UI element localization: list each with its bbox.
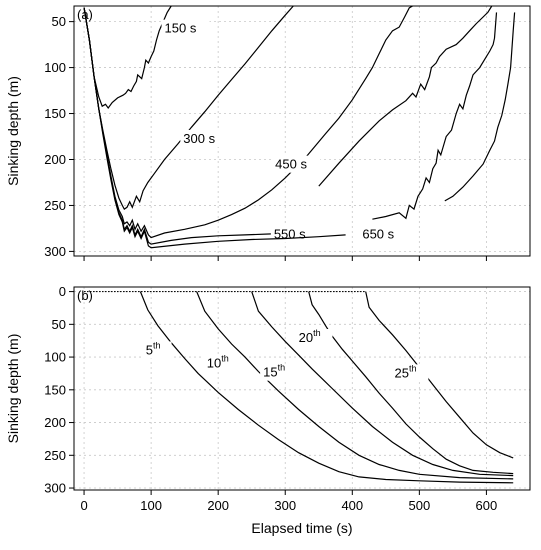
x-tick-label: 600 (476, 498, 498, 513)
y-tick-label: 300 (44, 244, 66, 259)
series-line (83, 7, 346, 249)
series-line (251, 291, 514, 477)
label-backdrop (260, 363, 297, 381)
label-backdrop (161, 19, 210, 37)
y-tick-label: 250 (44, 448, 66, 463)
y-axis-title: Sinking depth (m) (5, 76, 21, 186)
label-backdrop (142, 341, 172, 359)
series-label-suffix: th (409, 363, 417, 373)
series-label: 150 s (165, 21, 197, 36)
series-line (372, 12, 498, 220)
x-tick-label: 300 (274, 498, 296, 513)
series-line (308, 291, 514, 475)
series-label: 450 s (275, 157, 307, 172)
y-tick-label: 300 (44, 481, 66, 496)
panel-letter: (b) (77, 288, 93, 303)
series-line (365, 291, 514, 459)
plot-frame (73, 286, 531, 491)
y-tick-label: 150 (44, 106, 66, 121)
x-tick-label: 0 (80, 498, 87, 513)
series-line (444, 12, 516, 202)
y-tick-label: 250 (44, 198, 66, 213)
panel-b: 0 50 100 150 200 250 300 0 100 200 300 400 500 600 Sin… (5, 284, 531, 513)
plot-frame (73, 5, 531, 257)
y-tick-label: 200 (44, 415, 66, 430)
x-tick-label: 200 (207, 498, 229, 513)
y-tick-label: 150 (44, 382, 66, 397)
x-tick-label: 500 (409, 498, 431, 513)
label-backdrop (180, 129, 229, 147)
series-line (318, 5, 493, 187)
x-axis-title: Elapsed time (s) (251, 520, 352, 536)
series-line (83, 5, 172, 110)
label-backdrop (272, 155, 321, 173)
y-tick-label: 0 (59, 284, 66, 299)
series-label-suffix: th (153, 340, 161, 350)
x-tick-label: 100 (140, 498, 162, 513)
series-label-suffix: th (313, 328, 321, 338)
y-tick-label: 100 (44, 60, 66, 75)
series-line (83, 5, 294, 210)
y-tick-label: 50 (52, 317, 66, 332)
y-tick-label: 200 (44, 152, 66, 167)
label-backdrop (359, 225, 408, 243)
label-backdrop (295, 329, 333, 347)
series-label-suffix: th (221, 354, 229, 364)
x-tick-label: 400 (341, 498, 363, 513)
series-label-suffix: th (278, 363, 286, 373)
series-label: 300 s (183, 131, 215, 146)
label-backdrop (391, 364, 429, 382)
series-label: 650 s (362, 227, 394, 242)
series-line (139, 291, 514, 484)
series-line (83, 7, 292, 245)
series-line (196, 291, 514, 480)
y-tick-label: 50 (52, 14, 66, 29)
label-backdrop (203, 354, 241, 372)
y-axis-title: Sinking depth (m) (5, 334, 21, 444)
y-tick-label: 100 (44, 350, 66, 365)
